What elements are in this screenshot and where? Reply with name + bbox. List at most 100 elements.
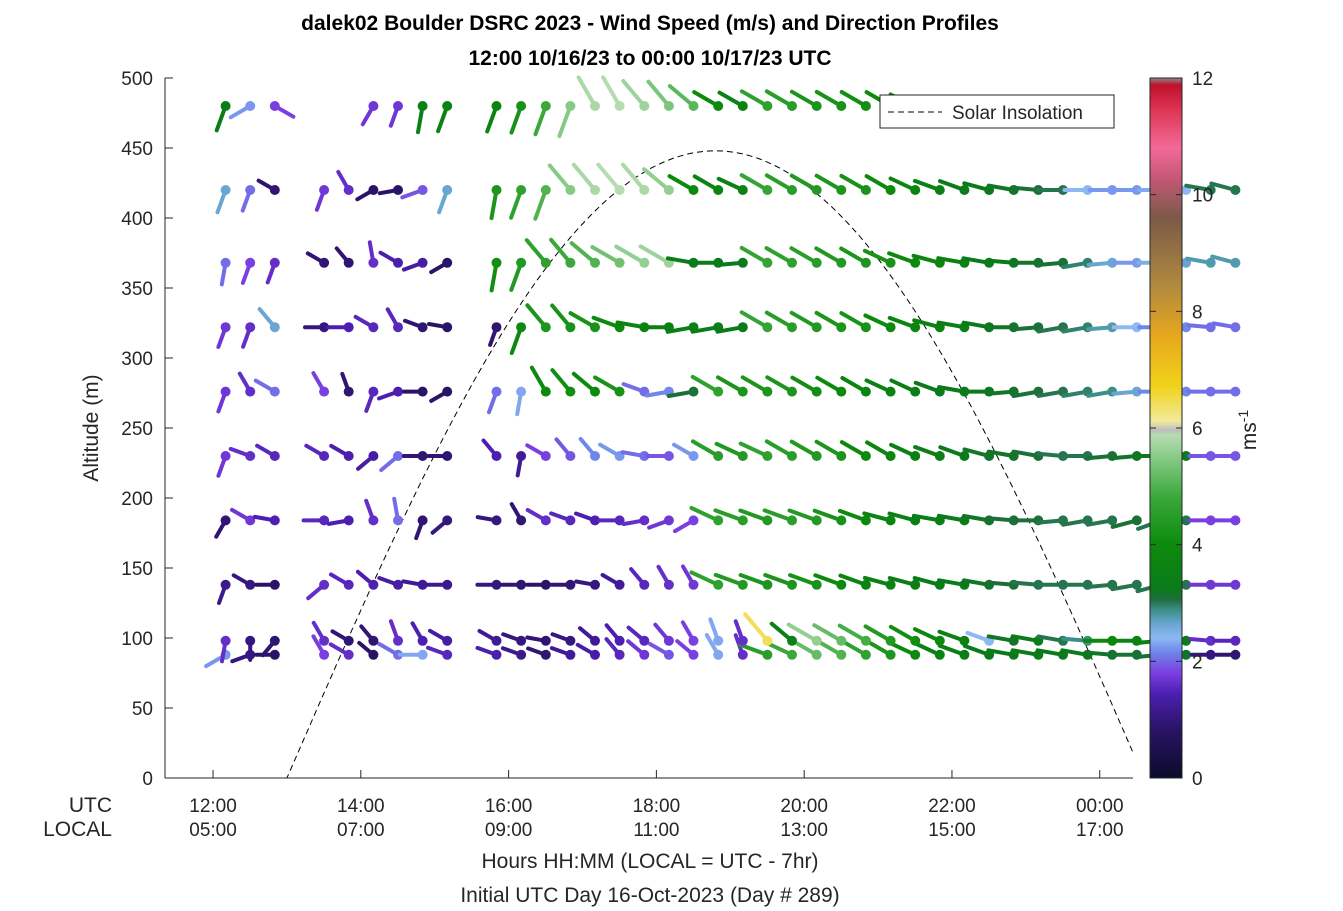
wind-barb-station-dot xyxy=(614,185,625,195)
wind-barb-station-dot xyxy=(491,101,502,111)
wind-barb-station-dot xyxy=(713,635,724,646)
wind-barb xyxy=(533,101,551,137)
wind-barb-station-dot xyxy=(442,101,453,111)
wind-barb xyxy=(863,313,896,333)
x-row-label-local: LOCAL xyxy=(43,818,112,841)
wind-barb-station-dot xyxy=(1181,515,1192,526)
wind-barb-station-dot xyxy=(762,635,773,646)
wind-barb-station-dot xyxy=(713,515,724,526)
wind-barb xyxy=(1189,649,1216,660)
wind-barb-station-dot xyxy=(1230,386,1241,397)
wind-barb-station-dot xyxy=(319,185,330,195)
wind-barb xyxy=(550,303,576,333)
wind-barb-station-dot xyxy=(1082,185,1093,195)
wind-barb-station-dot xyxy=(442,515,453,526)
wind-barb xyxy=(614,244,650,268)
wind-barb xyxy=(864,378,896,397)
wind-barb xyxy=(329,443,354,461)
wind-barb-station-dot xyxy=(1205,579,1216,590)
wind-barb xyxy=(938,445,970,461)
wind-barb-station-dot xyxy=(836,257,847,268)
wind-barb xyxy=(889,378,921,397)
wind-barb-station-dot xyxy=(540,257,551,268)
y-tick-label: 500 xyxy=(121,69,153,90)
wind-barb-station-dot xyxy=(614,386,625,397)
wind-barb xyxy=(629,567,650,590)
wind-barb-station-dot xyxy=(737,635,748,646)
wind-barb xyxy=(475,515,502,526)
wind-barb xyxy=(1110,515,1142,529)
wind-barb xyxy=(475,579,502,590)
wind-barb-station-dot xyxy=(417,322,428,333)
wind-barb xyxy=(769,621,797,646)
wind-barb xyxy=(672,442,699,461)
wind-barb-shaft xyxy=(533,104,548,137)
wind-barb-station-dot xyxy=(836,515,847,526)
wind-barb-station-dot xyxy=(491,386,502,397)
wind-barb xyxy=(913,627,945,646)
wind-barb xyxy=(269,101,296,119)
wind-barb xyxy=(1187,451,1216,461)
wind-barb-station-dot xyxy=(688,515,699,526)
y-tick-label: 150 xyxy=(121,559,153,580)
wind-barb xyxy=(241,322,256,349)
wind-barb xyxy=(305,251,330,268)
wind-barb-shaft xyxy=(557,104,573,139)
wind-barb xyxy=(647,515,674,530)
wind-barb xyxy=(574,511,600,526)
wind-barb-station-dot xyxy=(762,185,773,195)
wind-barb-station-dot xyxy=(614,101,625,111)
wind-barb-station-dot xyxy=(220,451,231,461)
wind-barb-station-dot xyxy=(491,451,502,461)
wind-barb xyxy=(427,322,453,333)
wind-barb-station-dot xyxy=(245,322,256,333)
wind-barb xyxy=(667,84,699,111)
wind-barb xyxy=(485,101,502,134)
wind-barb xyxy=(887,251,921,268)
wind-barb-station-dot xyxy=(688,635,699,646)
wind-barb xyxy=(533,185,551,221)
wind-barb-station-dot xyxy=(343,451,354,461)
wind-barb-shaft xyxy=(549,237,573,265)
wind-barb xyxy=(525,443,551,461)
wind-barb xyxy=(509,322,527,355)
wind-barb-station-dot xyxy=(393,451,403,461)
wind-barb-station-dot xyxy=(269,257,280,268)
wind-barb-shaft xyxy=(547,163,573,192)
x-tick-label-utc: 00:00 xyxy=(1076,796,1124,817)
wind-barb-station-dot xyxy=(614,257,625,268)
wind-barb-station-dot xyxy=(417,635,428,646)
wind-barb xyxy=(839,246,871,268)
wind-barb xyxy=(620,450,650,461)
x-row-label-utc: UTC xyxy=(69,794,112,817)
wind-barb-station-dot xyxy=(1107,515,1118,526)
solar-insolation-curve xyxy=(165,150,1133,778)
wind-barb xyxy=(788,573,822,590)
wind-barb-station-dot xyxy=(343,185,354,195)
wind-barb-station-dot xyxy=(417,649,428,660)
wind-barb-station-dot xyxy=(1230,635,1241,646)
wind-barb-station-dot xyxy=(343,257,354,268)
wind-barb xyxy=(364,498,379,526)
wind-barb-shaft xyxy=(590,245,622,265)
wind-barb-station-dot xyxy=(787,515,797,526)
wind-barb-shaft xyxy=(646,79,671,108)
wind-barb xyxy=(789,439,822,461)
wind-barb xyxy=(240,257,256,285)
wind-barb-station-dot xyxy=(540,649,551,660)
wind-barb-station-dot xyxy=(1205,451,1216,461)
wind-barb-station-dot xyxy=(614,635,625,646)
wind-barb xyxy=(593,375,625,397)
wind-barb-station-dot xyxy=(614,579,625,590)
wind-barb-station-dot xyxy=(1230,515,1241,526)
wind-barb xyxy=(340,371,354,397)
wind-barb xyxy=(1062,185,1093,195)
x-tick-label-utc: 16:00 xyxy=(485,796,533,817)
wind-barb xyxy=(656,564,674,590)
wind-barb-shaft xyxy=(596,162,622,192)
wind-barb xyxy=(509,502,527,526)
wind-barb xyxy=(733,619,748,646)
wind-barb xyxy=(789,246,822,268)
y-tick-label: 100 xyxy=(121,629,153,650)
wind-barb xyxy=(621,162,650,195)
